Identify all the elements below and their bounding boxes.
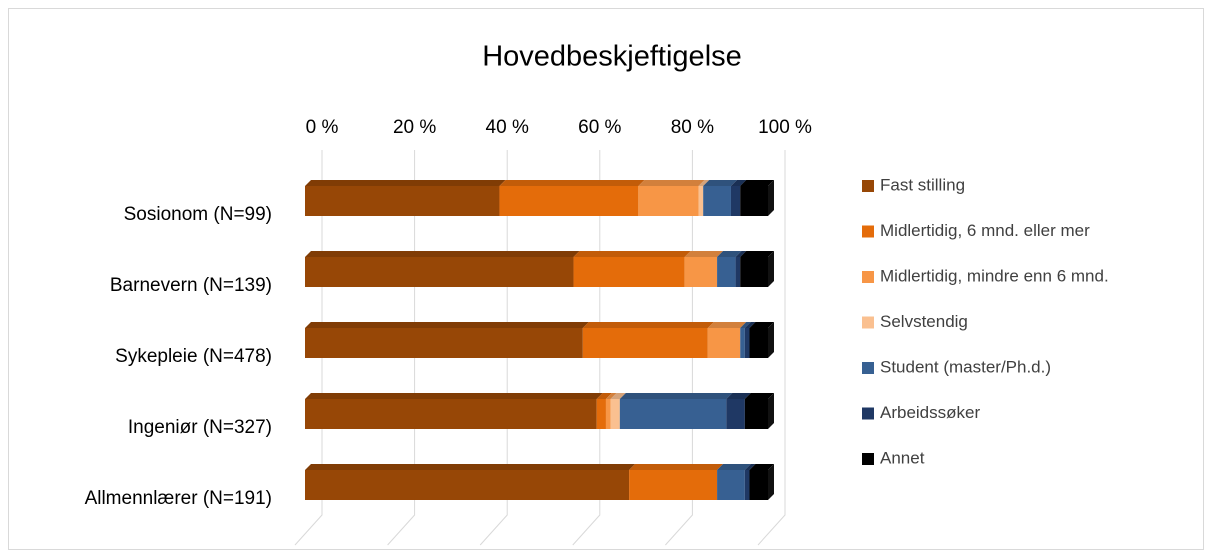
- bar: [717, 257, 736, 287]
- bar-top: [740, 251, 774, 257]
- legend-label: Annet: [880, 448, 925, 467]
- bar-top: [703, 180, 737, 186]
- legend-swatch: [862, 453, 874, 465]
- bar: [499, 186, 639, 216]
- legend-swatch: [862, 271, 874, 283]
- bar: [717, 470, 745, 500]
- grid-line: [757, 150, 786, 546]
- y-tick-label: Ingeniør (N=327): [128, 417, 272, 438]
- bar-top: [744, 322, 756, 328]
- bar-top: [305, 464, 636, 470]
- bar: [730, 186, 741, 216]
- bar-top: [582, 322, 714, 328]
- bar-top: [573, 251, 691, 257]
- y-tick-label: Barnevern (N=139): [110, 275, 272, 296]
- y-tick-label: Sosionom (N=99): [124, 204, 272, 225]
- bar: [305, 186, 500, 216]
- legend-swatch: [862, 180, 874, 192]
- bar-top: [698, 180, 710, 186]
- x-tick-label: 20 %: [393, 117, 436, 138]
- bar: [740, 186, 768, 216]
- bar: [744, 328, 750, 358]
- bar: [573, 257, 685, 287]
- bar: [703, 186, 731, 216]
- chart-title: Hovedbeskjeftigelse: [482, 41, 742, 73]
- bar-top: [749, 322, 774, 328]
- legend-label: Student (master/Ph.d.): [880, 357, 1051, 376]
- x-tick-label: 80 %: [671, 117, 714, 138]
- legend-swatch: [862, 225, 874, 238]
- bar-top: [744, 464, 756, 470]
- bar-side: [768, 393, 774, 429]
- bar-top: [684, 251, 724, 257]
- bar-top: [605, 393, 617, 399]
- bar: [744, 399, 768, 429]
- bar: [610, 399, 620, 429]
- bar-top: [305, 322, 589, 328]
- x-tick-label: 0 %: [306, 117, 339, 138]
- legend-swatch: [862, 407, 874, 420]
- bar-side: [768, 180, 774, 216]
- bar: [605, 399, 611, 429]
- bar-top: [596, 393, 612, 399]
- bar-top: [749, 464, 774, 470]
- bar-top: [305, 180, 506, 186]
- bar-top: [730, 180, 747, 186]
- bar: [740, 328, 745, 358]
- bar: [749, 328, 768, 358]
- legend-swatch: [862, 362, 874, 374]
- bar-top: [305, 393, 603, 399]
- bar: [638, 186, 699, 216]
- bar: [305, 399, 597, 429]
- bar-top: [717, 251, 742, 257]
- bar: [726, 399, 745, 429]
- bar: [582, 328, 708, 358]
- bar-top: [735, 251, 747, 257]
- legend-label: Selvstendig: [880, 312, 968, 331]
- legend-label: Midlertidig, mindre enn 6 mnd.: [880, 266, 1109, 285]
- bar-top: [499, 180, 645, 186]
- bar: [735, 257, 741, 287]
- bar: [629, 470, 718, 500]
- bar-side: [768, 464, 774, 500]
- bar: [684, 257, 718, 287]
- bar-top: [744, 393, 774, 399]
- bar-top: [717, 464, 751, 470]
- bar: [619, 399, 727, 429]
- x-tick-label: 60 %: [578, 117, 621, 138]
- bar: [740, 257, 768, 287]
- bar-side: [768, 251, 774, 287]
- bar-top: [610, 393, 626, 399]
- y-tick-label: Sykepleie (N=478): [115, 346, 272, 367]
- bar: [744, 470, 750, 500]
- y-tick-label: Allmennlærer (N=191): [85, 488, 272, 509]
- bar-top: [726, 393, 751, 399]
- bar-top: [638, 180, 705, 186]
- bar: [305, 257, 574, 287]
- bar-top: [740, 180, 774, 186]
- x-tick-label: 100 %: [758, 117, 812, 138]
- bar-top: [707, 322, 747, 328]
- legend-label: Arbeidssøker: [880, 403, 980, 422]
- bar: [305, 470, 630, 500]
- bar: [749, 470, 768, 500]
- x-tick-label: 40 %: [486, 117, 529, 138]
- bar-top: [629, 464, 724, 470]
- bar: [707, 328, 741, 358]
- bar: [596, 399, 606, 429]
- bar-top: [305, 251, 580, 257]
- legend-label: Midlertidig, 6 mnd. eller mer: [880, 221, 1090, 240]
- bar: [698, 186, 704, 216]
- legend-swatch: [862, 316, 874, 329]
- bar-top: [740, 322, 751, 328]
- legend-label: Fast stilling: [880, 175, 965, 194]
- bar-side: [768, 322, 774, 358]
- bar-top: [619, 393, 733, 399]
- bar: [305, 328, 583, 358]
